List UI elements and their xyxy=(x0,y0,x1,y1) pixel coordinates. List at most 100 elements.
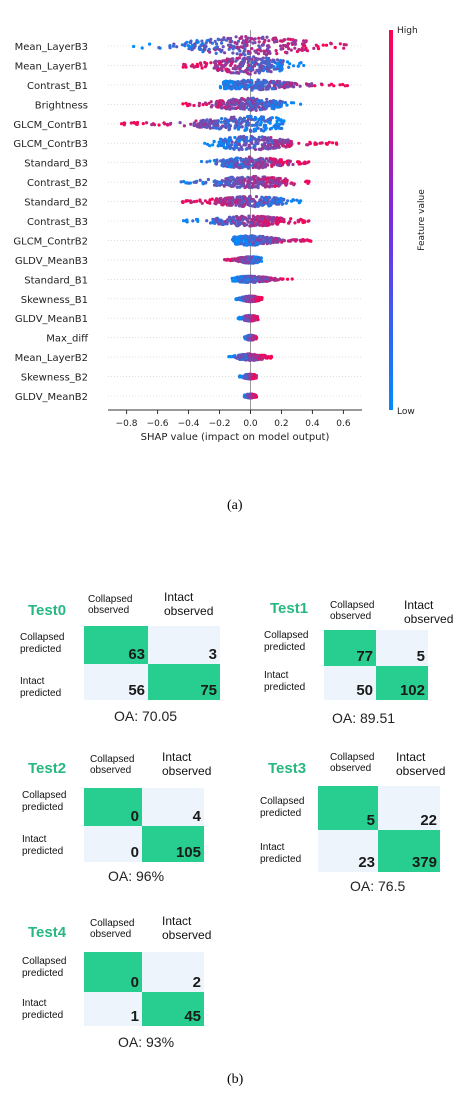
shap-point xyxy=(213,179,217,183)
shap-point xyxy=(235,70,239,74)
shap-point xyxy=(233,276,237,280)
shap-point xyxy=(302,219,306,223)
shap-point xyxy=(236,316,240,320)
shap-point xyxy=(246,166,251,170)
shap-point xyxy=(272,196,276,200)
shap-point xyxy=(223,117,227,121)
shap-point xyxy=(254,137,258,142)
shap-point xyxy=(266,147,270,151)
shap-point xyxy=(219,198,223,203)
shap-point xyxy=(203,141,207,145)
shap-point xyxy=(253,316,257,320)
shap-point xyxy=(239,234,243,238)
shap-point xyxy=(262,236,266,240)
shap-point xyxy=(247,121,251,126)
shap-point xyxy=(240,125,244,129)
shap-point xyxy=(229,71,233,75)
shap-point xyxy=(260,80,264,84)
shap-point xyxy=(275,143,279,147)
shap-point xyxy=(267,195,271,199)
shap-point xyxy=(242,204,246,208)
shap-point xyxy=(244,38,248,42)
shap-point xyxy=(222,101,226,105)
shap-point xyxy=(238,165,242,169)
shap-point xyxy=(255,122,259,126)
shap-point xyxy=(287,47,291,51)
shap-point xyxy=(261,35,265,39)
x-tick-label: 0.2 xyxy=(274,419,288,429)
shap-point xyxy=(250,177,254,181)
shap-point xyxy=(244,243,249,247)
shap-point xyxy=(262,65,266,69)
shap-point xyxy=(275,163,279,167)
shap-point xyxy=(218,85,222,89)
shap-point xyxy=(219,120,223,124)
shap-point xyxy=(245,296,249,300)
shap-point xyxy=(278,182,282,187)
shap-point xyxy=(266,136,270,140)
shap-point xyxy=(293,81,297,85)
shap-point xyxy=(234,159,238,163)
shap-point xyxy=(256,102,261,106)
shap-point xyxy=(228,165,232,169)
shap-point xyxy=(263,219,267,223)
shap-point xyxy=(239,81,243,85)
shap-point xyxy=(215,119,219,123)
shap-point xyxy=(298,218,302,222)
shap-point xyxy=(182,63,186,67)
shap-point xyxy=(249,223,253,227)
shap-point xyxy=(279,44,283,48)
shap-point xyxy=(270,218,274,222)
shap-point xyxy=(236,80,240,84)
shap-point xyxy=(189,122,193,126)
shap-point xyxy=(274,116,279,120)
shap-point xyxy=(178,121,182,125)
shap-point xyxy=(275,200,280,204)
shap-point xyxy=(216,68,220,72)
shap-point xyxy=(292,85,296,89)
shap-point xyxy=(270,164,274,168)
shap-point xyxy=(250,104,254,108)
shap-point xyxy=(274,196,279,200)
shap-point xyxy=(329,42,333,46)
shap-point xyxy=(250,123,254,127)
shap-point xyxy=(186,44,190,48)
feature-label: Mean_LayerB3 xyxy=(15,42,88,53)
shap-point xyxy=(237,45,241,50)
shap-point xyxy=(225,38,229,42)
shap-point xyxy=(247,155,251,159)
shap-point xyxy=(307,84,311,88)
feature-label: GLCM_ContrB1 xyxy=(13,120,88,131)
shap-point xyxy=(262,200,266,204)
shap-point xyxy=(157,46,161,50)
shap-point xyxy=(285,179,289,183)
shap-point xyxy=(226,107,231,111)
shap-point xyxy=(229,201,233,205)
shap-point xyxy=(214,162,219,166)
shap-point xyxy=(241,105,245,109)
shap-point xyxy=(202,48,206,52)
shap-point xyxy=(260,83,264,87)
shap-point xyxy=(255,218,259,222)
shap-point xyxy=(265,58,269,62)
shap-point xyxy=(324,43,329,47)
shap-point xyxy=(140,46,144,50)
shap-point xyxy=(264,105,269,110)
shap-point xyxy=(257,40,261,44)
shap-point xyxy=(261,43,265,47)
shap-point xyxy=(274,49,278,53)
shap-point xyxy=(183,219,188,223)
colorbar xyxy=(389,30,393,410)
shap-point xyxy=(181,200,185,204)
feature-label: Contrast_B3 xyxy=(27,217,88,228)
shap-point xyxy=(232,115,236,119)
shap-point xyxy=(184,199,188,203)
shap-point xyxy=(201,103,205,107)
shap-point xyxy=(299,102,303,106)
shap-point xyxy=(227,141,231,145)
shap-point xyxy=(318,141,322,145)
shap-point xyxy=(241,218,245,222)
shap-point xyxy=(236,238,240,242)
shap-point xyxy=(293,42,297,46)
shap-point xyxy=(192,200,196,204)
